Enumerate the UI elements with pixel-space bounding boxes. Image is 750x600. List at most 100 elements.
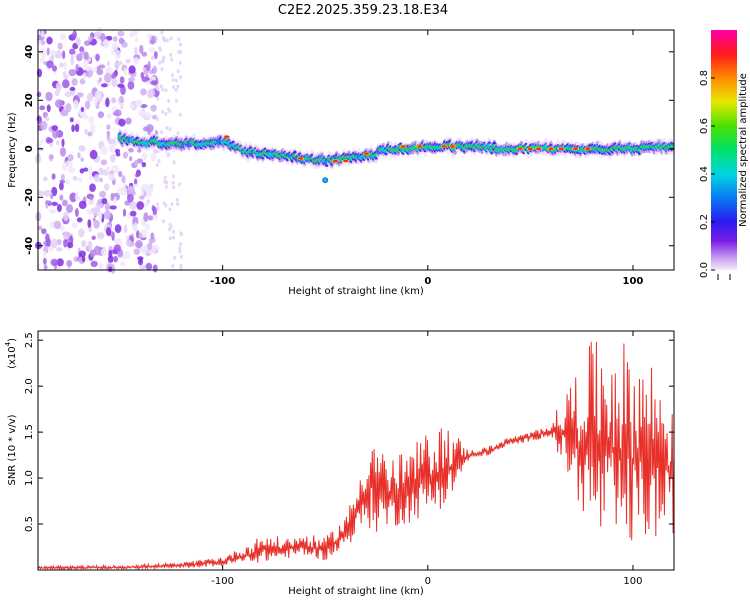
noise-blob bbox=[36, 91, 42, 98]
noise-blob bbox=[149, 39, 155, 45]
spectrogram-noise-speckle bbox=[34, 27, 184, 274]
noise-blob bbox=[46, 47, 50, 56]
noise-blob bbox=[98, 77, 103, 82]
noise-blob bbox=[136, 158, 144, 164]
noise-blob bbox=[87, 209, 92, 215]
spectrogram-ridge bbox=[117, 129, 675, 184]
noise-blob bbox=[112, 36, 118, 42]
noise-blob bbox=[89, 149, 98, 160]
noise-blob bbox=[125, 58, 131, 64]
noise-blob bbox=[67, 242, 74, 249]
noise-blob bbox=[128, 77, 136, 82]
noise-blob bbox=[158, 60, 162, 65]
noise-blob bbox=[62, 50, 66, 60]
noise-blob bbox=[139, 44, 144, 54]
noise-blob bbox=[164, 203, 168, 208]
noise-blob bbox=[152, 65, 158, 74]
noise-blob bbox=[105, 227, 112, 236]
noise-blob bbox=[45, 115, 50, 122]
noise-blob bbox=[127, 81, 135, 90]
noise-blob bbox=[93, 245, 102, 256]
noise-blob bbox=[45, 238, 52, 247]
noise-blob bbox=[62, 79, 70, 89]
ridge-peak bbox=[573, 147, 578, 150]
noise-blob bbox=[59, 62, 64, 68]
noise-blob bbox=[128, 65, 136, 74]
noise-blob bbox=[103, 39, 110, 49]
noise-blob bbox=[59, 32, 66, 41]
noise-blob bbox=[176, 131, 180, 136]
noise-blob bbox=[110, 97, 117, 104]
noise-blob bbox=[133, 57, 140, 65]
noise-blob bbox=[147, 88, 156, 97]
noise-blob bbox=[59, 182, 64, 191]
noise-blob bbox=[107, 255, 114, 263]
noise-blob bbox=[46, 36, 53, 45]
y-tick-label: 0.5 bbox=[24, 516, 35, 532]
noise-blob bbox=[71, 222, 78, 228]
noise-blob bbox=[149, 238, 153, 245]
noise-blob bbox=[76, 53, 83, 62]
noise-blob bbox=[100, 248, 107, 257]
noise-blob bbox=[178, 61, 182, 65]
noise-blob bbox=[117, 30, 125, 37]
noise-blob bbox=[125, 239, 132, 247]
noise-blob bbox=[125, 235, 130, 240]
noise-blob bbox=[155, 163, 159, 167]
noise-blob bbox=[97, 111, 105, 119]
noise-blob bbox=[60, 110, 69, 117]
spectrogram-x-title: Height of straight line (km) bbox=[288, 286, 424, 297]
noise-blob bbox=[160, 30, 164, 35]
noise-blob bbox=[179, 254, 183, 259]
noise-blob bbox=[63, 61, 67, 71]
noise-blob bbox=[40, 28, 45, 38]
noise-blob bbox=[150, 232, 155, 240]
noise-blob bbox=[127, 213, 131, 219]
noise-blob bbox=[75, 208, 79, 217]
noise-blob bbox=[156, 206, 160, 211]
noise-blob bbox=[51, 201, 58, 206]
noise-blob bbox=[56, 140, 60, 146]
noise-blob bbox=[83, 167, 89, 172]
noise-blob bbox=[144, 223, 151, 231]
noise-blob bbox=[83, 40, 91, 46]
noise-blob bbox=[174, 98, 178, 103]
noise-blob bbox=[133, 178, 138, 185]
noise-blob bbox=[95, 53, 100, 62]
noise-blob bbox=[72, 30, 77, 40]
noise-blob bbox=[170, 202, 174, 206]
noise-blob bbox=[84, 100, 91, 110]
noise-blob bbox=[86, 92, 94, 102]
ridge-peak bbox=[558, 147, 564, 150]
noise-blob bbox=[140, 229, 148, 239]
noise-blob bbox=[125, 117, 132, 125]
noise-blob bbox=[150, 104, 157, 112]
noise-blob bbox=[151, 245, 158, 254]
noise-blob bbox=[41, 228, 47, 235]
noise-blob bbox=[104, 72, 112, 83]
ridge-peak bbox=[343, 159, 349, 163]
noise-blob bbox=[120, 261, 126, 267]
noise-blob bbox=[79, 168, 85, 174]
noise-blob bbox=[129, 156, 133, 162]
noise-blob bbox=[51, 125, 59, 131]
noise-blob bbox=[141, 51, 148, 57]
noise-blob bbox=[178, 112, 182, 117]
noise-blob bbox=[141, 187, 144, 198]
noise-blob bbox=[144, 112, 152, 119]
spectrogram-y-title: Frequency (Hz) bbox=[7, 112, 18, 188]
noise-blob bbox=[78, 177, 83, 183]
noise-blob bbox=[174, 88, 178, 93]
noise-blob bbox=[69, 117, 74, 123]
noise-blob bbox=[98, 64, 106, 69]
noise-blob bbox=[140, 88, 147, 96]
noise-blob bbox=[69, 192, 77, 203]
noise-blob bbox=[163, 175, 167, 180]
spectrogram-panel: -100 0 100 -40 -20 0 20 40 Height of straight … bbox=[7, 27, 675, 297]
noise-blob bbox=[145, 262, 153, 271]
noise-blob bbox=[179, 263, 183, 268]
snr-multiplier: (x104) bbox=[4, 338, 18, 369]
noise-blob bbox=[171, 180, 175, 185]
noise-blob bbox=[55, 99, 63, 108]
